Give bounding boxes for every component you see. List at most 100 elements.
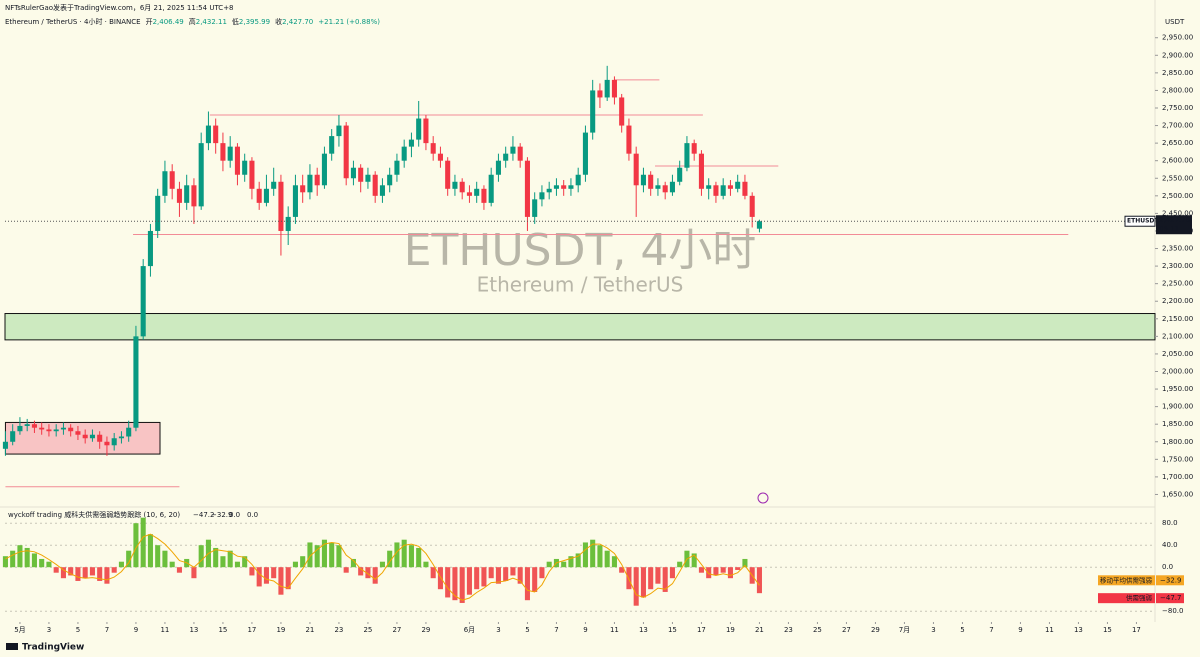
histogram-bar	[256, 567, 262, 587]
candle-body	[466, 192, 472, 196]
symbol-line: Ethereum / TetherUS · 4小时 · BINANCE 开2,40…	[5, 17, 380, 26]
candle-body	[735, 181, 741, 189]
histogram-bar	[539, 567, 545, 579]
y-tick-label: 2,250.00	[1162, 280, 1193, 288]
candle-body	[263, 188, 269, 203]
candle-body	[553, 185, 559, 189]
candle-body	[118, 436, 124, 439]
candle-body	[706, 185, 712, 189]
x-tick-label: 17	[1132, 626, 1141, 634]
candle-body	[2, 441, 8, 449]
y-tick-label: 2,050.00	[1162, 350, 1193, 358]
candle-body	[619, 97, 625, 126]
candle-body	[46, 429, 52, 432]
histogram-bar	[582, 542, 588, 568]
histogram-bar	[220, 556, 226, 568]
x-tick-label: 25	[363, 626, 372, 634]
y-tick-label: 0.0	[1162, 563, 1173, 571]
x-tick-label: 5	[960, 626, 964, 634]
y-tick-label: 1,900.00	[1162, 403, 1193, 411]
histogram-bar	[24, 547, 30, 568]
histogram-bar	[39, 558, 45, 568]
ohlc-value: 2,406.49	[153, 18, 184, 26]
histogram-bar	[408, 545, 414, 568]
histogram-bar	[147, 534, 153, 568]
candle-body	[742, 181, 748, 196]
histogram-bar	[546, 561, 552, 568]
histogram-bar	[227, 550, 233, 568]
candle-body	[561, 185, 567, 189]
y-tick-label: 2,500.00	[1162, 192, 1193, 200]
indicator-readout: −47.2	[193, 511, 214, 519]
candle-body	[575, 174, 581, 186]
histogram-bar	[118, 561, 124, 568]
x-tick-label: 13	[639, 626, 648, 634]
x-tick-label: 3	[496, 626, 500, 634]
x-tick-label: 5	[525, 626, 529, 634]
candle-body	[597, 90, 603, 98]
histogram-bar	[561, 561, 567, 568]
candle-body	[321, 153, 327, 186]
histogram-bar	[68, 567, 74, 576]
y-tick-label: 2,200.00	[1162, 297, 1193, 305]
x-tick-label: 6月	[464, 626, 475, 634]
price-tag-box	[1156, 215, 1192, 235]
candle-body	[31, 424, 37, 428]
x-tick-label: 27	[392, 626, 401, 634]
candle-body	[39, 427, 45, 430]
x-tick-label: 17	[697, 626, 706, 634]
y-tick-label: 2,450.00	[1162, 209, 1193, 217]
x-tick-label: 13	[189, 626, 198, 634]
histogram-bar	[655, 567, 661, 584]
histogram-bar	[213, 547, 219, 568]
x-tick-label: 15	[1103, 626, 1112, 634]
ohlc-value: 2,427.70	[282, 18, 313, 26]
histogram-bar	[307, 542, 313, 568]
candle-body	[648, 174, 654, 189]
brand-logo	[6, 643, 18, 650]
candle-body	[285, 216, 291, 231]
histogram-bar	[292, 561, 298, 568]
histogram-bar	[249, 567, 255, 576]
candle-body	[756, 221, 762, 229]
candle-body	[213, 125, 219, 144]
y-tick-label: 2,750.00	[1162, 104, 1193, 112]
legend-entry: 供需强弱	[1126, 593, 1152, 602]
histogram-bar	[263, 567, 269, 584]
candle-body	[17, 425, 23, 432]
ohlc-value: 2,395.99	[239, 18, 270, 26]
y-tick-label: 40.0	[1162, 541, 1178, 549]
histogram-bar	[459, 567, 465, 603]
y-tick-label: 2,600.00	[1162, 157, 1193, 165]
candle-body	[205, 125, 211, 144]
histogram-bar	[437, 567, 443, 590]
candle-body	[430, 143, 436, 154]
brand: TradingView	[22, 643, 84, 653]
x-tick-label: 15	[218, 626, 227, 634]
y-tick-label: 2,150.00	[1162, 315, 1193, 323]
candle-body	[379, 185, 385, 196]
histogram-bar	[713, 567, 719, 576]
x-tick-label: 5月	[14, 626, 25, 634]
candle-body	[720, 185, 726, 196]
histogram-bar	[104, 567, 110, 584]
candle-body	[358, 167, 364, 182]
candle-body	[97, 434, 103, 442]
candle-body	[546, 188, 552, 193]
alert-icon[interactable]	[757, 492, 769, 504]
candle-body	[590, 90, 596, 133]
histogram-bar	[89, 567, 95, 576]
candle-body	[387, 174, 393, 186]
candle-body	[133, 336, 139, 428]
candle-body	[220, 143, 226, 161]
ohlc-label: 开	[146, 18, 153, 26]
watermark-title: ETHUSDT, 4小时	[404, 225, 757, 276]
histogram-bar	[488, 567, 494, 579]
x-tick-label: 21	[755, 626, 764, 634]
candle-body	[582, 132, 588, 175]
histogram-bar	[604, 550, 610, 568]
y-tick-label: 2,950.00	[1162, 34, 1193, 42]
histogram-bar	[53, 567, 59, 573]
series-tag-box	[1098, 575, 1155, 586]
candle-body	[749, 195, 755, 217]
